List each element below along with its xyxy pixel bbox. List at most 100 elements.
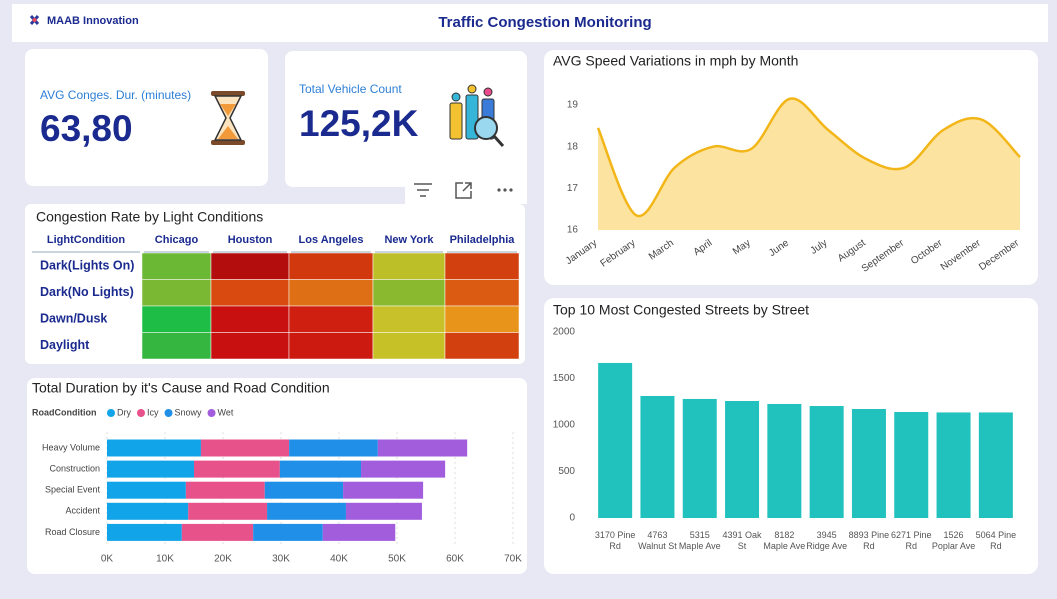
header-bar — [12, 4, 1048, 42]
y-tick-label: 16 — [567, 225, 579, 236]
y-tick-label: Construction — [49, 463, 100, 473]
heatmap-column-header: New York — [384, 234, 434, 246]
heatmap-cell — [372, 305, 446, 333]
y-tick-label: Heavy Volume — [42, 442, 100, 452]
legend-swatch — [137, 409, 145, 417]
visual-toolbar — [405, 178, 527, 204]
heatmap-cell — [141, 279, 212, 307]
heatmap-cell — [372, 332, 446, 360]
x-tick-label: 3170 Pine Rd — [594, 530, 636, 551]
bar-segment — [188, 502, 268, 520]
heatmap-row-label: Daylight — [40, 338, 90, 352]
bar-segment — [107, 460, 194, 478]
bar-segment — [194, 460, 280, 478]
heatmap-cell — [444, 279, 520, 307]
bar — [894, 411, 929, 518]
brand-name: MAAB Innovation — [47, 15, 139, 27]
heatmap-row-label: Dawn/Dusk — [40, 312, 107, 326]
y-tick-label: 1500 — [553, 373, 576, 384]
kpi-value: 63,80 — [40, 108, 133, 149]
y-tick-label: 2000 — [553, 327, 576, 338]
x-tick-label: 0K — [101, 554, 114, 565]
heatmap-cell — [288, 279, 374, 307]
heatmap-cell — [288, 252, 374, 280]
y-tick-label: 18 — [567, 141, 579, 152]
y-tick-label: 17 — [567, 183, 579, 194]
x-tick-label: 40K — [330, 554, 348, 565]
heatmap-column-header: Chicago — [155, 234, 199, 246]
bar-segment — [253, 523, 323, 541]
x-tick-label: 1526 Poplar Ave — [931, 530, 976, 551]
x-tick-label: 60K — [446, 554, 464, 565]
heatmap-cell — [141, 252, 212, 280]
kpi-card — [25, 49, 268, 186]
legend-label: Icy — [147, 407, 159, 417]
bar-segment — [279, 460, 362, 478]
legend-swatch — [207, 409, 216, 417]
y-tick-label: 1000 — [553, 420, 576, 431]
bar — [851, 409, 886, 518]
kpi-card — [285, 51, 527, 187]
legend-label: Wet — [218, 407, 234, 417]
bar-segment — [107, 502, 189, 520]
y-tick-label: 0 — [569, 513, 575, 524]
line — [596, 97, 1021, 218]
area-fill — [598, 98, 1020, 231]
x-tick-label: 8893 Pine Rd — [848, 530, 890, 551]
vehicle-icon — [449, 84, 505, 148]
bar-segment — [345, 502, 422, 520]
bar-segment — [322, 523, 396, 541]
heatmap-cell — [210, 279, 290, 307]
heatmap-cell — [444, 305, 520, 333]
heatmap-cell — [288, 332, 374, 360]
kpi-label: AVG Conges. Dur. (minutes) — [40, 88, 191, 102]
bar-segment — [200, 439, 290, 457]
bar-segment — [107, 523, 182, 541]
heatmap-cell — [372, 279, 446, 307]
heatmap-cell — [141, 305, 212, 333]
page-title: Traffic Congestion Monitoring — [438, 14, 651, 31]
focus-mode-icon[interactable] — [455, 182, 472, 199]
heatmap-title: Congestion Rate by Light Conditions — [36, 209, 263, 225]
bar — [725, 401, 760, 518]
bar-segment — [107, 439, 201, 457]
kpi-value: 125,2K — [299, 103, 419, 144]
chart-title: Top 10 Most Congested Streets by Street — [553, 302, 809, 318]
bar — [978, 412, 1013, 518]
bar-segment — [377, 439, 468, 457]
x-tick-label: 5315 Maple Ave — [678, 530, 721, 551]
bar — [767, 403, 802, 518]
y-tick-label: 19 — [567, 100, 579, 111]
x-tick-label: 30K — [272, 554, 290, 565]
heatmap-cell — [444, 252, 520, 280]
x-tick-label: 4391 Oak St — [722, 530, 762, 551]
bar-segment — [264, 481, 344, 499]
chart-title: Total Duration by it's Cause and Road Co… — [32, 380, 330, 396]
x-tick-label: 6271 Pine Rd — [890, 530, 932, 551]
brand-logo — [29, 15, 40, 25]
bar — [598, 362, 633, 518]
heatmap-cell — [444, 332, 520, 360]
hourglass-icon — [211, 91, 245, 145]
filter-icon[interactable] — [414, 183, 432, 197]
bar-segment — [181, 523, 254, 541]
x-tick-label: 70K — [504, 554, 522, 565]
y-tick-label: Road Closure — [45, 527, 100, 537]
heatmap-cell — [372, 252, 446, 280]
heatmap-column-header: Philadelphia — [450, 234, 516, 246]
heatmap-row-label: Dark(Lights On) — [40, 259, 134, 273]
x-tick-label: 20K — [214, 554, 232, 565]
x-tick-label: 10K — [156, 554, 174, 565]
bar — [936, 412, 971, 518]
heatmap-column-header: Houston — [228, 234, 273, 246]
heatmap-column-header: Los Angeles — [299, 234, 364, 246]
more-options-icon[interactable] — [497, 188, 513, 192]
heatmap-cell — [288, 305, 374, 333]
heatmap-cell — [210, 305, 290, 333]
legend-label: Snowy — [175, 407, 203, 417]
kpi-label: Total Vehicle Count — [299, 82, 402, 96]
x-tick-label: 50K — [388, 554, 406, 565]
y-tick-label: Special Event — [45, 485, 101, 495]
